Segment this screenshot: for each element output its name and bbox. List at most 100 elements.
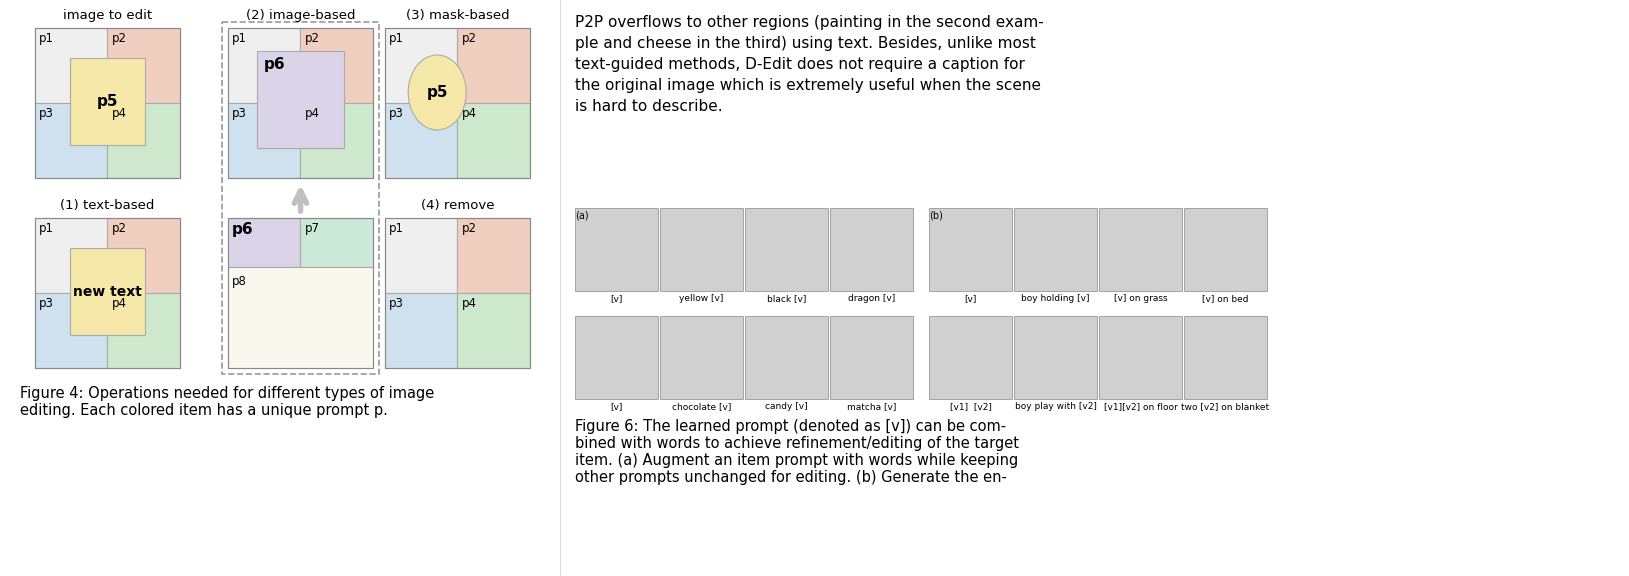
- Text: ple and cheese in the third) using text. Besides, unlike most: ple and cheese in the third) using text.…: [575, 36, 1036, 51]
- Text: p1: p1: [39, 32, 54, 45]
- Text: P2P overflows to other regions (painting in the second exam-: P2P overflows to other regions (painting…: [575, 15, 1044, 30]
- Text: (1) text-based: (1) text-based: [60, 199, 155, 212]
- Text: boy play with [v2]: boy play with [v2]: [1015, 402, 1096, 411]
- Bar: [384, 28, 458, 103]
- Bar: [1013, 208, 1096, 291]
- Bar: [108, 218, 179, 293]
- Text: p3: p3: [389, 297, 404, 310]
- Text: matcha [v]: matcha [v]: [847, 402, 896, 411]
- Text: yellow [v]: yellow [v]: [679, 294, 723, 303]
- Bar: [300, 103, 373, 178]
- Text: p7: p7: [305, 222, 319, 235]
- Text: p4: p4: [461, 297, 477, 310]
- Bar: [458, 293, 529, 368]
- Bar: [34, 218, 179, 368]
- Text: dragon [v]: dragon [v]: [847, 294, 894, 303]
- Text: editing. Each colored item has a unique prompt p.: editing. Each colored item has a unique …: [20, 403, 388, 418]
- Text: p3: p3: [39, 107, 54, 120]
- Text: p3: p3: [389, 107, 404, 120]
- Text: black [v]: black [v]: [767, 294, 806, 303]
- Text: chocolate [v]: chocolate [v]: [671, 402, 731, 411]
- Text: (2) image-based: (2) image-based: [246, 9, 355, 22]
- Text: p5: p5: [96, 94, 119, 109]
- Text: [v1]  [v2]: [v1] [v2]: [950, 402, 992, 411]
- Text: p6: p6: [264, 58, 285, 73]
- Bar: [575, 208, 658, 291]
- Text: candy [v]: candy [v]: [766, 402, 808, 411]
- Text: p4: p4: [461, 107, 477, 120]
- Text: p4: p4: [111, 107, 127, 120]
- Bar: [257, 51, 344, 148]
- Text: p4: p4: [305, 107, 319, 120]
- Ellipse shape: [409, 55, 466, 130]
- Text: [v]: [v]: [964, 294, 977, 303]
- Text: p3: p3: [231, 107, 248, 120]
- Text: (3) mask-based: (3) mask-based: [406, 9, 510, 22]
- Bar: [228, 28, 300, 103]
- Bar: [300, 28, 373, 103]
- Bar: [660, 208, 743, 291]
- Bar: [228, 267, 373, 368]
- Bar: [34, 218, 108, 293]
- Bar: [228, 28, 373, 178]
- Text: [v] on bed: [v] on bed: [1202, 294, 1249, 303]
- Bar: [1184, 316, 1267, 399]
- Bar: [384, 28, 529, 178]
- Bar: [929, 208, 1012, 291]
- Bar: [34, 293, 108, 368]
- Bar: [70, 58, 145, 145]
- Text: Figure 6: The learned prompt (denoted as [v]) can be com-: Figure 6: The learned prompt (denoted as…: [575, 419, 1007, 434]
- Bar: [384, 103, 458, 178]
- Text: bined with words to achieve refinement/editing of the target: bined with words to achieve refinement/e…: [575, 436, 1020, 451]
- Text: p4: p4: [111, 297, 127, 310]
- Bar: [222, 22, 380, 374]
- Bar: [929, 316, 1012, 399]
- Text: p3: p3: [39, 297, 54, 310]
- Text: [v]: [v]: [611, 402, 622, 411]
- Bar: [34, 103, 108, 178]
- Text: p2: p2: [461, 32, 477, 45]
- Bar: [744, 208, 828, 291]
- Bar: [34, 28, 179, 178]
- Text: two [v2] on blanket: two [v2] on blanket: [1181, 402, 1269, 411]
- Text: p2: p2: [111, 222, 127, 235]
- Bar: [228, 218, 373, 368]
- Bar: [1013, 316, 1096, 399]
- Text: [v]: [v]: [611, 294, 622, 303]
- Text: (4) remove: (4) remove: [420, 199, 494, 212]
- Text: other prompts unchanged for editing. (b) Generate the en-: other prompts unchanged for editing. (b)…: [575, 470, 1007, 485]
- Bar: [70, 248, 145, 335]
- Bar: [228, 218, 300, 267]
- Text: p8: p8: [231, 275, 248, 288]
- Text: is hard to describe.: is hard to describe.: [575, 99, 723, 114]
- Text: item. (a) Augment an item prompt with words while keeping: item. (a) Augment an item prompt with wo…: [575, 453, 1018, 468]
- Text: new text: new text: [73, 285, 142, 298]
- Bar: [458, 103, 529, 178]
- Text: p2: p2: [461, 222, 477, 235]
- Text: (a): (a): [575, 210, 588, 220]
- Bar: [108, 103, 179, 178]
- Bar: [300, 218, 373, 267]
- Bar: [384, 218, 529, 368]
- Bar: [458, 218, 529, 293]
- Text: the original image which is extremely useful when the scene: the original image which is extremely us…: [575, 78, 1041, 93]
- Bar: [458, 28, 529, 103]
- Bar: [1100, 208, 1183, 291]
- Bar: [575, 316, 658, 399]
- Bar: [34, 28, 108, 103]
- Text: boy holding [v]: boy holding [v]: [1021, 294, 1090, 303]
- Text: p5: p5: [427, 85, 448, 100]
- Text: Figure 4: Operations needed for different types of image: Figure 4: Operations needed for differen…: [20, 386, 435, 401]
- Bar: [108, 28, 179, 103]
- Bar: [228, 103, 300, 178]
- Text: p6: p6: [231, 222, 254, 237]
- Text: (b): (b): [929, 210, 943, 220]
- Bar: [660, 316, 743, 399]
- Bar: [384, 293, 458, 368]
- Text: p1: p1: [389, 32, 404, 45]
- Text: p1: p1: [231, 32, 248, 45]
- Bar: [108, 293, 179, 368]
- Bar: [831, 316, 912, 399]
- Text: p1: p1: [389, 222, 404, 235]
- Text: p1: p1: [39, 222, 54, 235]
